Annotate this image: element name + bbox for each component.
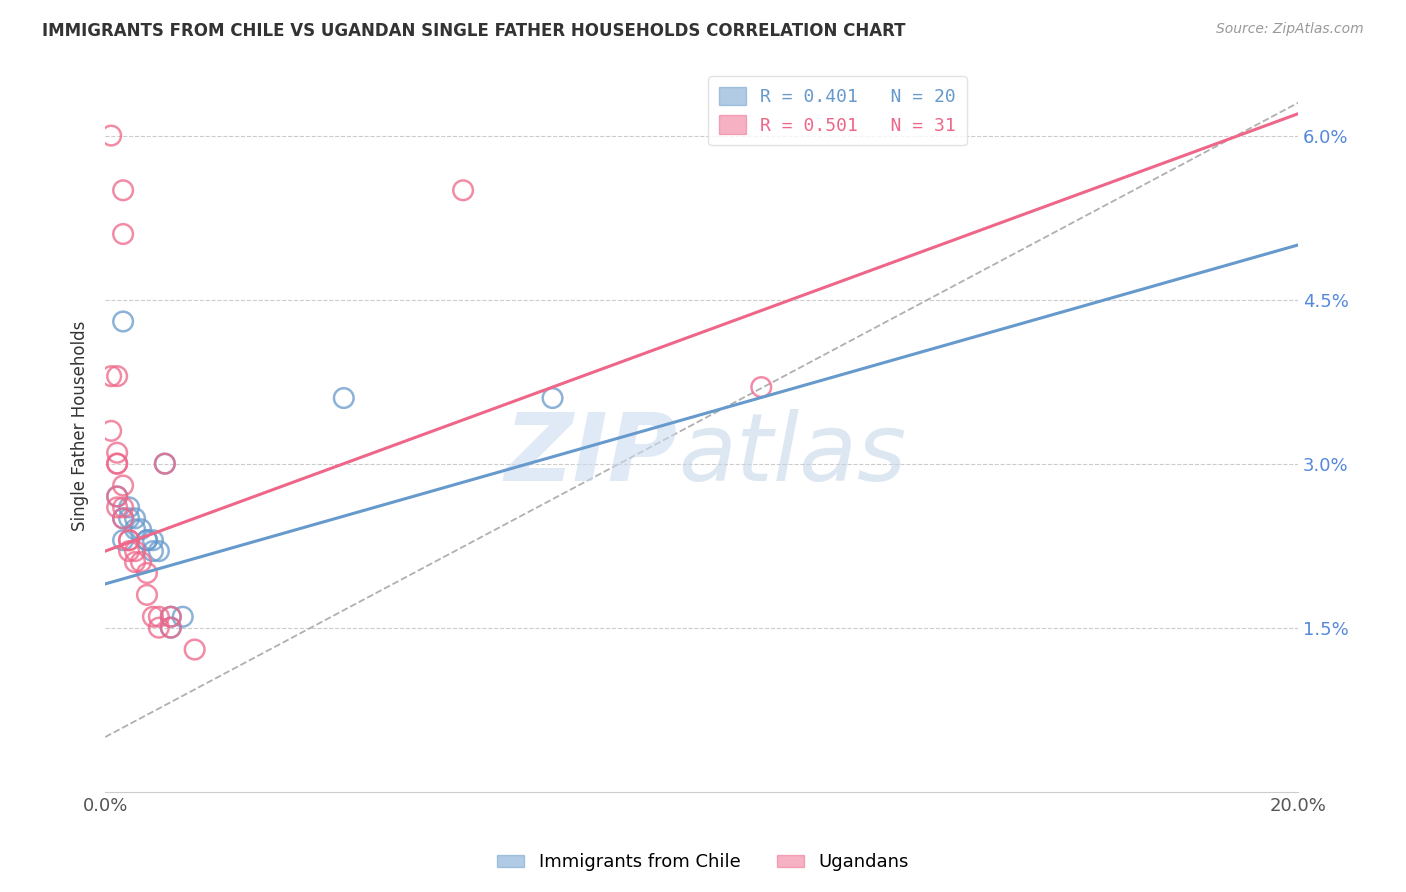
Point bbox=[148, 621, 170, 635]
Point bbox=[159, 609, 181, 624]
Text: atlas: atlas bbox=[678, 409, 905, 500]
Point bbox=[118, 533, 141, 548]
Point bbox=[100, 424, 122, 438]
Point bbox=[148, 609, 170, 624]
Point bbox=[142, 544, 165, 558]
Point bbox=[159, 621, 181, 635]
Point bbox=[172, 609, 194, 624]
Point bbox=[112, 511, 135, 525]
Point bbox=[136, 566, 159, 580]
Point bbox=[118, 511, 141, 525]
Point bbox=[105, 457, 128, 471]
Point bbox=[136, 588, 159, 602]
Point bbox=[153, 457, 176, 471]
Point bbox=[541, 391, 564, 405]
Point bbox=[142, 533, 165, 548]
Point bbox=[159, 621, 181, 635]
Point bbox=[451, 183, 474, 197]
Point bbox=[105, 446, 128, 460]
Point bbox=[159, 609, 181, 624]
Point bbox=[100, 128, 122, 143]
Legend: Immigrants from Chile, Ugandans: Immigrants from Chile, Ugandans bbox=[491, 847, 915, 879]
Point bbox=[112, 183, 135, 197]
Point bbox=[112, 227, 135, 241]
Point bbox=[112, 500, 135, 515]
Point bbox=[124, 555, 146, 569]
Point bbox=[112, 511, 135, 525]
Point bbox=[136, 533, 159, 548]
Point bbox=[136, 533, 159, 548]
Point bbox=[129, 555, 152, 569]
Point bbox=[124, 544, 146, 558]
Point bbox=[749, 380, 772, 394]
Point bbox=[112, 314, 135, 328]
Point bbox=[112, 478, 135, 492]
Point bbox=[118, 500, 141, 515]
Text: ZIP: ZIP bbox=[505, 409, 678, 501]
Point bbox=[112, 533, 135, 548]
Point bbox=[124, 511, 146, 525]
Point bbox=[105, 457, 128, 471]
Point bbox=[105, 490, 128, 504]
Legend: R = 0.401   N = 20, R = 0.501   N = 31: R = 0.401 N = 20, R = 0.501 N = 31 bbox=[709, 76, 967, 145]
Point bbox=[124, 522, 146, 536]
Point bbox=[105, 369, 128, 384]
Point bbox=[142, 609, 165, 624]
Point bbox=[118, 544, 141, 558]
Text: Source: ZipAtlas.com: Source: ZipAtlas.com bbox=[1216, 22, 1364, 37]
Point bbox=[333, 391, 356, 405]
Y-axis label: Single Father Households: Single Father Households bbox=[72, 320, 89, 531]
Point bbox=[105, 500, 128, 515]
Point bbox=[129, 522, 152, 536]
Point bbox=[118, 533, 141, 548]
Point bbox=[105, 490, 128, 504]
Text: IMMIGRANTS FROM CHILE VS UGANDAN SINGLE FATHER HOUSEHOLDS CORRELATION CHART: IMMIGRANTS FROM CHILE VS UGANDAN SINGLE … bbox=[42, 22, 905, 40]
Point bbox=[100, 369, 122, 384]
Point bbox=[148, 544, 170, 558]
Point bbox=[153, 457, 176, 471]
Point bbox=[183, 642, 205, 657]
